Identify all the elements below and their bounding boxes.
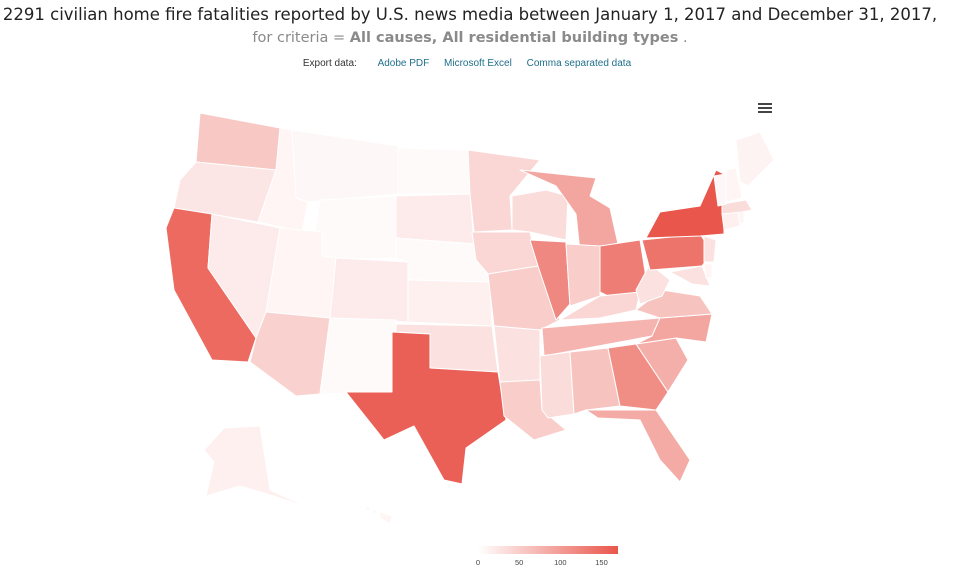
state-WA[interactable] [195, 112, 281, 171]
legend-gradient-bar [478, 546, 618, 554]
state-NH[interactable] [725, 167, 743, 203]
state-MD[interactable] [669, 265, 711, 287]
state-MT[interactable] [291, 129, 399, 203]
legend-ticks: 0 50 100 150 [475, 554, 618, 568]
state-MA[interactable] [721, 199, 753, 215]
state-GA[interactable] [607, 343, 669, 411]
legend-tick-label: 150 [595, 558, 608, 567]
legend-tick-label: 0 [475, 558, 481, 567]
criteria-line: for criteria = All causes, All residenti… [0, 28, 940, 48]
state-ME[interactable] [735, 131, 775, 187]
export-excel-link[interactable]: Microsoft Excel [444, 58, 512, 69]
state-KS[interactable] [407, 279, 493, 327]
state-CO[interactable] [329, 257, 409, 323]
state-HI[interactable] [363, 505, 393, 525]
state-NM[interactable] [319, 317, 397, 395]
state-AK[interactable] [203, 425, 311, 509]
export-row: Export data: Adobe PDF Microsoft Excel C… [0, 58, 940, 69]
state-IL[interactable] [529, 239, 571, 321]
state-WI[interactable] [511, 189, 569, 241]
state-WV[interactable] [635, 263, 671, 305]
export-csv-link[interactable]: Comma separated data [526, 58, 632, 69]
state-AZ[interactable] [249, 311, 331, 397]
hamburger-menu-icon[interactable] [758, 103, 772, 117]
state-TX[interactable] [345, 331, 507, 485]
state-KY[interactable] [559, 291, 641, 321]
state-AR[interactable] [493, 325, 541, 383]
export-pdf-link[interactable]: Adobe PDF [377, 58, 430, 69]
state-ND[interactable] [397, 147, 471, 195]
criteria-prefix: for criteria = [252, 30, 350, 46]
export-label: Export data: [302, 58, 357, 69]
chart-title-block: 2291 civilian home fire fatalities repor… [0, 4, 940, 48]
state-AL[interactable] [569, 347, 621, 415]
state-IN[interactable] [565, 243, 601, 307]
state-NJ[interactable] [703, 235, 717, 263]
state-FL[interactable] [585, 409, 691, 483]
state-MO[interactable] [487, 265, 561, 331]
criteria-suffix: . [678, 30, 688, 46]
state-LA[interactable] [499, 379, 567, 441]
legend-tick-label: 50 [515, 558, 524, 567]
menu-bar-2 [758, 107, 772, 109]
color-legend: 0 50 100 150 [475, 546, 618, 576]
criteria-value: All causes, All residential building typ… [349, 30, 679, 46]
state-CT[interactable] [721, 211, 741, 231]
state-DE[interactable] [703, 263, 713, 279]
chart-title: 2291 civilian home fire fatalities repor… [2, 5, 938, 24]
state-SD[interactable] [395, 193, 475, 245]
state-WY[interactable] [309, 195, 397, 261]
state-NY[interactable] [645, 169, 725, 239]
state-PA[interactable] [641, 233, 713, 271]
menu-bar-3 [758, 111, 772, 113]
state-MS[interactable] [539, 351, 575, 419]
menu-bar-1 [758, 103, 772, 105]
state-VT[interactable] [713, 173, 727, 207]
legend-tick-label: 100 [554, 558, 567, 567]
